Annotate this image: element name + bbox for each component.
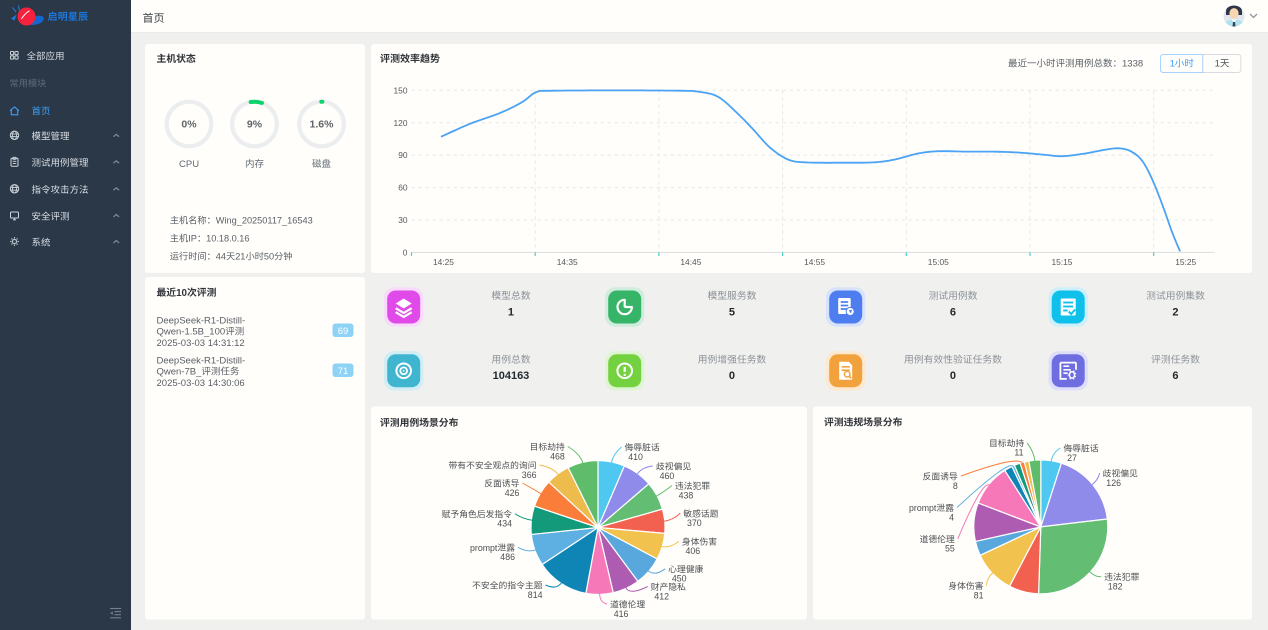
svg-text:prompt: prompt xyxy=(909,503,937,513)
svg-text:11: 11 xyxy=(1014,448,1023,458)
svg-text:0%: 0% xyxy=(181,119,197,131)
svg-text:0: 0 xyxy=(729,370,735,382)
svg-text:71: 71 xyxy=(338,366,349,377)
svg-text:15:25: 15:25 xyxy=(1175,257,1196,267)
svg-text:30: 30 xyxy=(398,215,408,225)
svg-text:21: 21 xyxy=(235,252,245,262)
svg-text:366: 366 xyxy=(522,470,537,480)
svg-text:14:35: 14:35 xyxy=(557,257,578,267)
svg-text:426: 426 xyxy=(505,488,520,498)
svg-text:182: 182 xyxy=(1108,581,1123,591)
svg-text:1338: 1338 xyxy=(1122,59,1143,70)
svg-text:814: 814 xyxy=(528,590,543,600)
svg-text:4: 4 xyxy=(949,512,954,522)
svg-text:412: 412 xyxy=(654,591,669,601)
svg-text:15:15: 15:15 xyxy=(1052,257,1073,267)
svg-text:27: 27 xyxy=(1067,453,1077,463)
svg-text:60: 60 xyxy=(398,183,408,193)
svg-text:460: 460 xyxy=(660,471,675,481)
svg-text:1: 1 xyxy=(1215,59,1220,70)
svg-text:6: 6 xyxy=(950,306,956,318)
svg-text:1.6%: 1.6% xyxy=(310,119,335,131)
svg-text:486: 486 xyxy=(500,552,515,562)
svg-text:2: 2 xyxy=(1172,306,1178,318)
svg-text:5: 5 xyxy=(729,306,735,318)
svg-text:15:05: 15:05 xyxy=(928,257,949,267)
svg-text:370: 370 xyxy=(687,518,702,528)
svg-text:120: 120 xyxy=(394,118,408,128)
svg-text:450: 450 xyxy=(672,574,687,584)
svg-text:prompt: prompt xyxy=(470,543,498,553)
svg-text:69: 69 xyxy=(338,326,349,337)
svg-text:90: 90 xyxy=(398,150,408,160)
svg-text:Qwen-1.5B_100: Qwen-1.5B_100 xyxy=(157,327,226,338)
svg-text:104163: 104163 xyxy=(493,370,530,382)
svg-text:50: 50 xyxy=(264,252,274,262)
svg-text:CPU: CPU xyxy=(179,159,199,170)
svg-text:410: 410 xyxy=(628,452,643,462)
svg-text:438: 438 xyxy=(679,490,694,500)
svg-text:1: 1 xyxy=(1170,59,1175,70)
svg-text:10.18.0.16: 10.18.0.16 xyxy=(206,234,249,244)
svg-text:14:55: 14:55 xyxy=(804,257,825,267)
svg-text:DeepSeek-R1-Distill-: DeepSeek-R1-Distill- xyxy=(157,356,246,367)
svg-text:9%: 9% xyxy=(247,119,263,131)
svg-text:IP: IP xyxy=(188,234,197,244)
svg-text:6: 6 xyxy=(1172,370,1178,382)
svg-text:2025-03-03 14:30:06: 2025-03-03 14:30:06 xyxy=(157,378,245,389)
svg-text:44: 44 xyxy=(216,252,226,262)
svg-text:468: 468 xyxy=(550,451,565,461)
svg-text:0: 0 xyxy=(403,248,408,258)
svg-text:434: 434 xyxy=(497,519,512,529)
svg-text:14:25: 14:25 xyxy=(433,257,454,267)
svg-text:Qwen-7B_: Qwen-7B_ xyxy=(157,367,203,378)
svg-text:126: 126 xyxy=(1106,478,1121,488)
svg-text:DeepSeek-R1-Distill-: DeepSeek-R1-Distill- xyxy=(157,316,246,327)
svg-text:150: 150 xyxy=(394,85,408,95)
svg-text:8: 8 xyxy=(953,481,958,491)
svg-text:406: 406 xyxy=(686,546,701,556)
svg-text:2025-03-03 14:31:12: 2025-03-03 14:31:12 xyxy=(157,338,245,349)
svg-text:416: 416 xyxy=(614,609,629,619)
svg-text:55: 55 xyxy=(945,544,955,554)
svg-text:10: 10 xyxy=(176,288,187,299)
svg-text:Wing_20250117_16543: Wing_20250117_16543 xyxy=(216,216,313,226)
svg-text:0: 0 xyxy=(950,370,956,382)
svg-text:81: 81 xyxy=(974,590,984,600)
svg-text:1: 1 xyxy=(508,306,514,318)
svg-text:14:45: 14:45 xyxy=(680,257,701,267)
